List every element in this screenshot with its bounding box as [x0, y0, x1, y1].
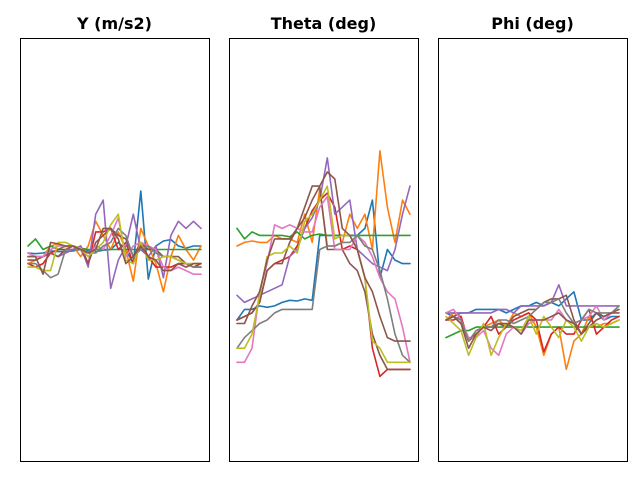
subplot-title: Y (m/s2): [76, 14, 152, 33]
series-line-10: [27, 227, 202, 276]
axes-frame: [438, 38, 628, 462]
series-line-9: [27, 213, 202, 272]
series-line-8: [445, 298, 620, 342]
series-line-3: [236, 227, 411, 240]
subplot-title: Theta (deg): [271, 14, 377, 33]
axes-frame: [20, 38, 210, 462]
axes-frame: [229, 38, 419, 462]
subplot-1: Y (m/s2): [20, 14, 210, 462]
subplot-title: Phi (deg): [491, 14, 574, 33]
series-line-9: [445, 315, 620, 357]
series-line-1: [27, 190, 202, 280]
series-line-8: [236, 234, 411, 364]
series-line-10: [445, 312, 620, 350]
subplot-2: Theta (deg): [229, 14, 419, 462]
series-line-6: [236, 185, 411, 371]
series-line-8: [27, 227, 202, 279]
subplot-3: Phi (deg): [438, 14, 628, 462]
series-line-5: [445, 283, 620, 314]
series-line-10: [236, 171, 411, 342]
